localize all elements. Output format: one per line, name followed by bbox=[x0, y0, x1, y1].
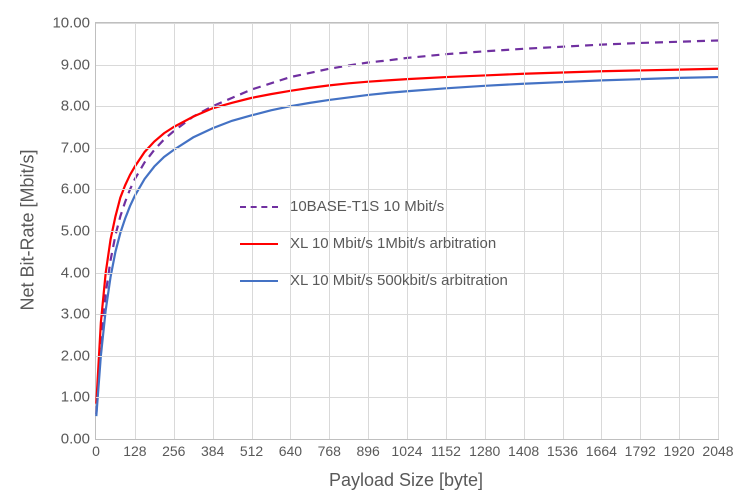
x-tick-label: 640 bbox=[279, 439, 302, 459]
x-axis-title: Payload Size [byte] bbox=[329, 470, 483, 491]
x-tick-label: 0 bbox=[92, 439, 100, 459]
grid-line-vertical bbox=[563, 23, 564, 439]
x-tick-label: 1664 bbox=[586, 439, 617, 459]
x-tick-label: 1280 bbox=[469, 439, 500, 459]
x-tick-label: 1024 bbox=[391, 439, 422, 459]
y-tick-label: 7.00 bbox=[61, 139, 96, 156]
y-tick-label: 6.00 bbox=[61, 181, 96, 198]
x-tick-label: 1792 bbox=[625, 439, 656, 459]
grid-line-vertical bbox=[135, 23, 136, 439]
legend-swatch bbox=[240, 280, 278, 282]
grid-line-vertical bbox=[679, 23, 680, 439]
legend-swatch bbox=[240, 206, 278, 208]
grid-line-vertical bbox=[601, 23, 602, 439]
chart-container: 0.00 1.00 2.00 3.00 4.00 5.00 6.00 7.00 8.00 9.00… bbox=[0, 0, 744, 500]
x-tick-label: 1408 bbox=[508, 439, 539, 459]
legend-item: 10BASE-T1S 10 Mbit/s bbox=[240, 198, 508, 215]
x-tick-label: 1152 bbox=[431, 439, 461, 459]
x-tick-label: 128 bbox=[123, 439, 146, 459]
legend-label: XL 10 Mbit/s 500kbit/s arbitration bbox=[290, 272, 508, 289]
x-tick-label: 256 bbox=[162, 439, 185, 459]
legend-swatch bbox=[240, 243, 278, 245]
grid-line-vertical bbox=[718, 23, 719, 439]
y-tick-label: 10.00 bbox=[52, 15, 96, 32]
x-tick-label: 1536 bbox=[547, 439, 578, 459]
y-tick-label: 0.00 bbox=[61, 431, 96, 448]
grid-line-vertical bbox=[213, 23, 214, 439]
x-tick-label: 512 bbox=[240, 439, 263, 459]
grid-line-vertical bbox=[174, 23, 175, 439]
y-tick-label: 2.00 bbox=[61, 347, 96, 364]
x-tick-label: 896 bbox=[356, 439, 379, 459]
legend-item: XL 10 Mbit/s 500kbit/s arbitration bbox=[240, 272, 508, 289]
legend-label: 10BASE-T1S 10 Mbit/s bbox=[290, 198, 444, 215]
y-tick-label: 8.00 bbox=[61, 98, 96, 115]
y-axis-title: Net Bit-Rate [Mbit/s] bbox=[18, 149, 39, 310]
grid-line-vertical bbox=[524, 23, 525, 439]
x-tick-label: 2048 bbox=[702, 439, 733, 459]
y-tick-label: 3.00 bbox=[61, 306, 96, 323]
chart-legend: 10BASE-T1S 10 Mbit/s XL 10 Mbit/s 1Mbit/s… bbox=[240, 198, 508, 309]
x-tick-label: 1920 bbox=[664, 439, 695, 459]
legend-label: XL 10 Mbit/s 1Mbit/s arbitration bbox=[290, 235, 496, 252]
y-tick-label: 9.00 bbox=[61, 56, 96, 73]
legend-item: XL 10 Mbit/s 1Mbit/s arbitration bbox=[240, 235, 508, 252]
y-tick-label: 1.00 bbox=[61, 389, 96, 406]
x-tick-label: 768 bbox=[318, 439, 341, 459]
y-tick-label: 4.00 bbox=[61, 264, 96, 281]
y-tick-label: 5.00 bbox=[61, 223, 96, 240]
x-tick-label: 384 bbox=[201, 439, 224, 459]
grid-line-vertical bbox=[640, 23, 641, 439]
